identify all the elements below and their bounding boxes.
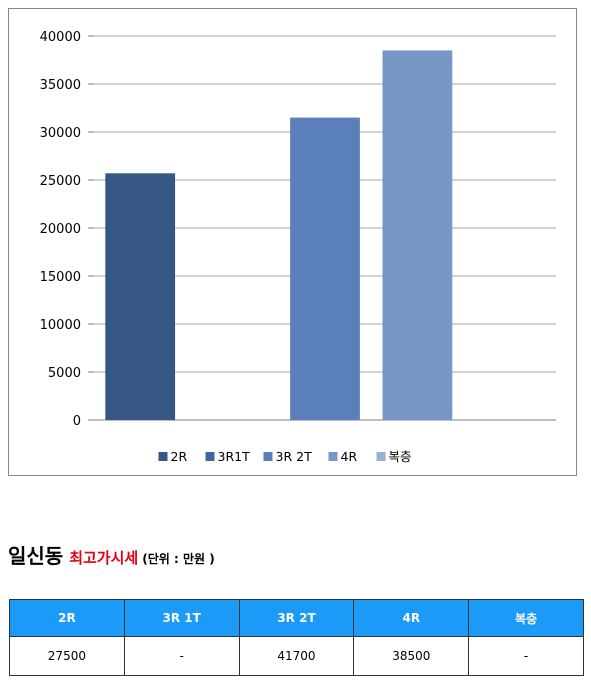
y-tick-label: 30000: [40, 126, 81, 141]
chart-frame: 0 5000 10000 15000 20000 25000 30000 35000 40000…: [8, 8, 577, 476]
legend-swatch: [328, 452, 338, 461]
cell-3r2t: 41700: [238, 636, 355, 676]
header-3r1t: 3R 1T: [123, 599, 240, 637]
y-tick-label: 35000: [40, 78, 81, 93]
price-table: 2R 3R 1T 3R 2T 4R 복층 27500 - 41700 38500…: [9, 599, 584, 676]
legend-swatch: [376, 452, 386, 461]
unit-label: (단위 : 만원 ): [142, 552, 215, 566]
legend-label: 복층: [389, 449, 412, 464]
section-heading: 일신동 최고가시세 (단위 : 만원 ): [8, 540, 215, 569]
y-tick-label: 20000: [40, 222, 81, 237]
header-4r: 4R: [353, 599, 470, 637]
header-3r2t: 3R 2T: [238, 599, 355, 637]
cell-3r1t: -: [123, 636, 240, 676]
cell-2r: 27500: [9, 636, 125, 676]
y-tick-label: 5000: [48, 366, 81, 381]
y-tick-label: 0: [73, 414, 81, 429]
y-tick-label: 15000: [40, 270, 81, 285]
bar: [382, 50, 453, 421]
bar: [290, 117, 360, 420]
legend-swatch: [158, 452, 168, 461]
table-header-row: 2R 3R 1T 3R 2T 4R 복층: [9, 599, 584, 637]
bar: [105, 173, 176, 420]
legend-label: 2R: [171, 449, 188, 464]
header-duplex: 복층: [468, 599, 584, 637]
max-price-label: 최고가시세: [69, 549, 139, 567]
legend-label: 4R: [341, 449, 358, 464]
cell-4r: 38500: [353, 636, 470, 676]
y-tick-label: 10000: [40, 318, 81, 333]
legend-swatch: [205, 452, 215, 461]
legend-swatch: [263, 452, 273, 461]
cell-duplex: -: [468, 636, 584, 676]
header-2r: 2R: [9, 599, 125, 637]
y-tick-label: 25000: [40, 174, 81, 189]
legend-label: 3R 2T: [276, 449, 313, 464]
bar-chart: 0 5000 10000 15000 20000 25000 30000 35000 40000…: [40, 30, 556, 464]
y-tick-label: 40000: [40, 30, 81, 45]
table-row: 27500 - 41700 38500 -: [9, 636, 584, 676]
legend-label: 3R1T: [218, 449, 251, 464]
location-name: 일신동: [8, 544, 64, 568]
